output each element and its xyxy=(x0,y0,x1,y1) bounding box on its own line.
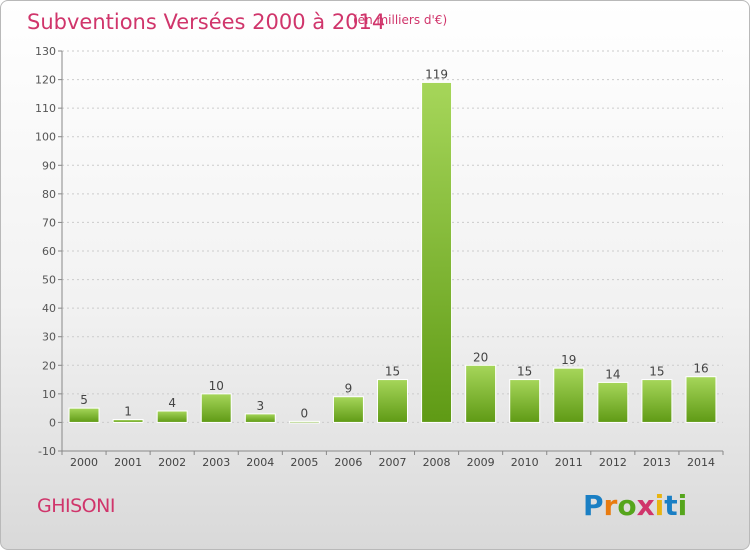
bar-2000 xyxy=(68,407,100,423)
axes xyxy=(58,50,724,455)
y-tick-label: 90 xyxy=(42,159,56,172)
y-tick-label: 60 xyxy=(42,245,56,258)
bar-2007 xyxy=(377,379,408,423)
bar-2002 xyxy=(156,410,188,423)
data-label: 5 xyxy=(80,393,88,407)
y-tick-label: 120 xyxy=(35,74,56,87)
y-tick-label: 40 xyxy=(42,302,56,315)
bars xyxy=(68,81,717,424)
x-tick-label: 2012 xyxy=(599,456,627,469)
x-tick-label: 2002 xyxy=(158,456,186,469)
y-tick-label: 20 xyxy=(42,359,56,372)
bar-2003 xyxy=(200,393,232,423)
x-tick-label: 2008 xyxy=(423,456,451,469)
y-tick-label: 30 xyxy=(42,331,56,344)
chart-title: Subventions Versées 2000 à 2014 xyxy=(27,10,386,34)
x-tick-label: 2001 xyxy=(114,456,142,469)
data-label: 15 xyxy=(385,365,400,379)
y-tick-label: 10 xyxy=(42,388,56,401)
y-tick-label: -10 xyxy=(38,445,56,458)
bar-2001 xyxy=(112,419,144,423)
bar-2014 xyxy=(685,376,717,423)
bar-2012 xyxy=(597,381,629,423)
bar-2011 xyxy=(553,367,585,423)
data-label: 15 xyxy=(649,365,664,379)
y-tick-label: 50 xyxy=(42,274,56,287)
y-tick-label: 110 xyxy=(35,102,56,115)
data-label: 3 xyxy=(256,399,264,413)
logo-letter: P xyxy=(583,489,604,522)
bar-2009 xyxy=(465,364,497,423)
data-label: 4 xyxy=(168,396,176,410)
data-label: 14 xyxy=(605,367,620,381)
x-tick-label: 2011 xyxy=(555,456,583,469)
y-tick-label: 0 xyxy=(49,416,56,429)
y-tick-label: 130 xyxy=(35,45,56,58)
bar-2010 xyxy=(509,379,541,423)
data-label: 15 xyxy=(517,365,532,379)
data-label: 19 xyxy=(561,353,576,367)
logo-letter: t xyxy=(664,489,678,522)
x-tick-label: 2003 xyxy=(202,456,230,469)
x-tick-label: 2013 xyxy=(643,456,671,469)
data-label: 10 xyxy=(209,379,224,393)
data-label: 1 xyxy=(124,405,132,419)
y-tick-label: 100 xyxy=(35,131,56,144)
x-tick-label: 2004 xyxy=(246,456,274,469)
x-tick-label: 2009 xyxy=(467,456,495,469)
logo-letter: o xyxy=(617,489,637,522)
bar-2004 xyxy=(244,413,276,423)
logo-letter: i xyxy=(677,489,688,522)
data-label: 119 xyxy=(425,67,448,81)
data-label: 16 xyxy=(693,362,708,376)
x-tick-label: 2007 xyxy=(379,456,407,469)
logo-letter: x xyxy=(636,489,655,522)
logo-letter: r xyxy=(603,489,618,522)
x-tick-label: 2000 xyxy=(70,456,98,469)
labels: -100102030405060708090100110120130200052… xyxy=(35,45,715,469)
x-tick-label: 2014 xyxy=(687,456,715,469)
chart-subtitle: (en milliers d'€) xyxy=(353,13,448,27)
proxiti-logo: Proxiti xyxy=(583,489,687,522)
y-tick-label: 70 xyxy=(42,216,56,229)
bar-2013 xyxy=(641,379,673,423)
bar-2005 xyxy=(288,420,320,424)
data-label: 9 xyxy=(345,382,353,396)
data-label: 0 xyxy=(301,406,309,420)
bar-2006 xyxy=(332,396,364,423)
x-tick-label: 2006 xyxy=(334,456,362,469)
x-tick-label: 2010 xyxy=(511,456,539,469)
logo-letter: i xyxy=(654,489,665,522)
data-label: 20 xyxy=(473,350,488,364)
y-tick-label: 80 xyxy=(42,188,56,201)
bar-2008 xyxy=(421,81,453,423)
x-tick-label: 2005 xyxy=(290,456,318,469)
commune-name: GHISONI xyxy=(37,495,115,517)
